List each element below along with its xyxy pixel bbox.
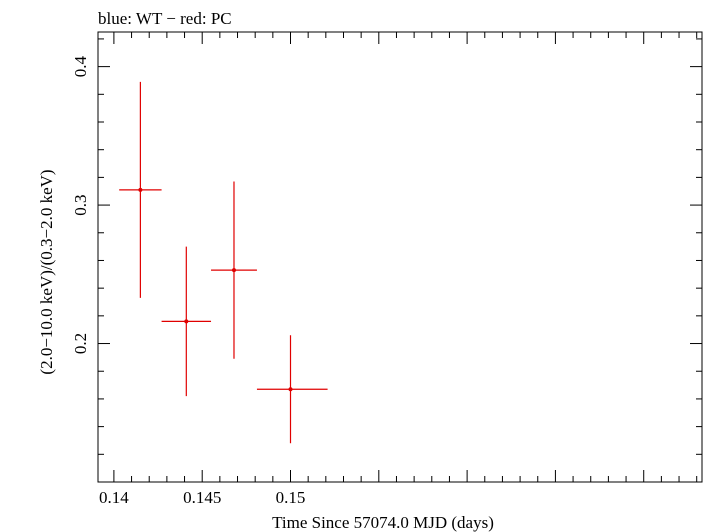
x-tick-label: 0.15 [276, 488, 306, 507]
ticks [98, 32, 702, 483]
y-axis-label: (2.0−10.0 keV)/(0.3−2.0 keV) [37, 169, 56, 374]
x-tick-label: 0.145 [183, 488, 221, 507]
x-axis-label: Time Since 57074.0 MJD (days) [272, 513, 494, 532]
data-point [138, 187, 143, 192]
chart-title: blue: WT − red: PC [98, 9, 232, 28]
y-tick-label: 0.2 [71, 333, 90, 354]
data-point [184, 319, 189, 324]
tick-labels: 0.14 0.145 0.15 0.2 0.3 0.4 [71, 55, 305, 507]
x-tick-label: 0.14 [99, 488, 129, 507]
data-point [231, 268, 236, 273]
y-tick-label: 0.3 [71, 194, 90, 215]
y-tick-label: 0.4 [71, 55, 90, 77]
data-marks [119, 81, 328, 444]
data-point [288, 387, 293, 392]
plot-frame [97, 31, 703, 483]
